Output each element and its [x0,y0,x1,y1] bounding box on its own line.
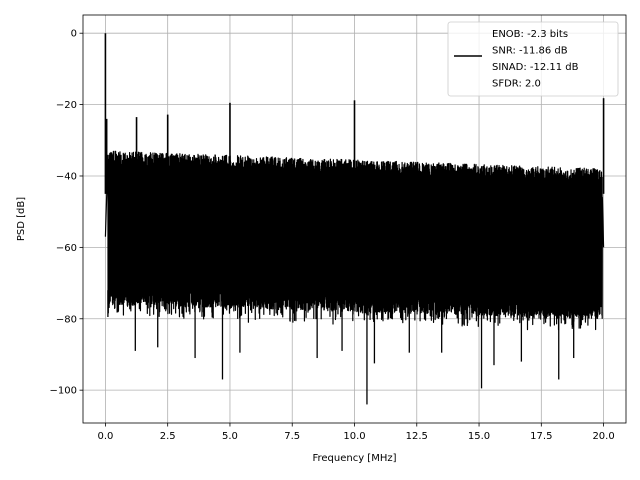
y-tick-label: −40 [56,171,77,182]
x-axis-label: Frequency [MHz] [312,453,396,464]
y-tick-label: −60 [56,243,77,254]
y-tick-label: −20 [56,100,77,111]
x-tick-label: 2.5 [160,431,176,442]
y-axis-label: PSD [dB] [16,197,27,241]
x-tick-label: 7.5 [284,431,300,442]
legend-label: ENOB: -2.3 bits SNR: -11.86 dB SINAD: -12.… [492,29,579,90]
x-tick-label: 5.0 [222,431,238,442]
x-tick-label: 17.5 [530,431,552,442]
x-tick-label: 10.0 [343,431,365,442]
x-tick-label: 0.0 [97,431,113,442]
y-tick-label: −100 [50,386,77,397]
x-tick-label: 15.0 [468,431,490,442]
legend: ENOB: -2.3 bits SNR: -11.86 dB SINAD: -12.… [447,21,619,97]
x-tick-label: 12.5 [406,431,428,442]
series-layer [104,33,605,405]
y-tick-label: 0 [71,29,77,40]
x-tick-label: 20.0 [592,431,614,442]
legend-box [447,21,619,97]
ticks: 0.0 2.5 5.0 7.5 10.0 12.5 15.0 17.5 20.0 0 −20 −40 −… [50,29,615,442]
y-tick-label: −80 [56,314,77,325]
